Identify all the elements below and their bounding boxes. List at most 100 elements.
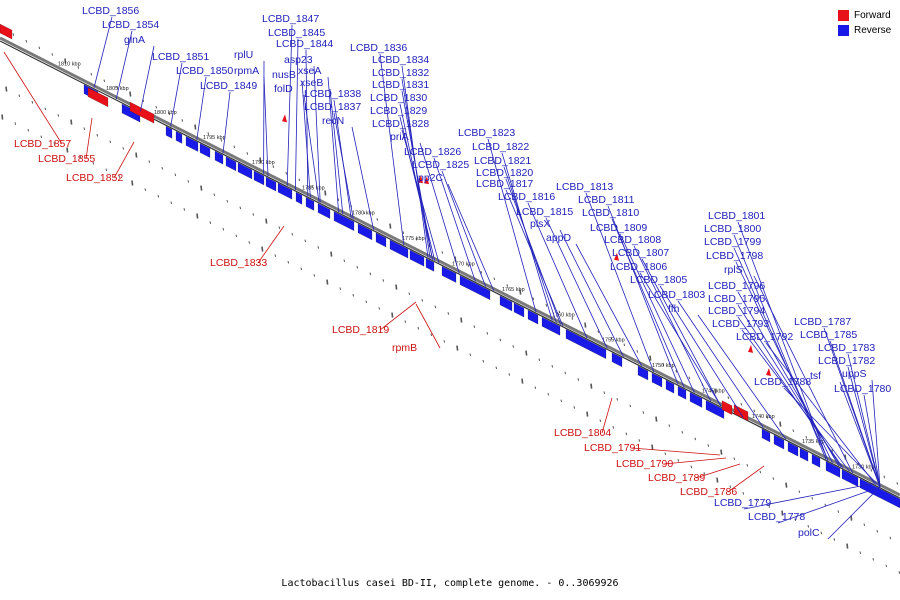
tick-mark-upper [831, 449, 834, 452]
strand-legend: Forward Reverse [838, 8, 891, 38]
tick-mark-lower [343, 259, 346, 262]
tick-mark-upper [298, 178, 301, 182]
reverse-leader [733, 247, 829, 461]
tick-mark-lower [889, 536, 892, 540]
tick-mark-upper [727, 396, 730, 399]
tick-mark-lower [681, 430, 684, 434]
reverse-leader [829, 340, 881, 487]
reverse-gene [541, 316, 561, 336]
reverse-gene-label: LCBD_1788 [754, 376, 811, 388]
tick-mark-upper [805, 435, 808, 439]
tick-mark-upper [506, 284, 509, 287]
reverse-gene-label: LCBD_1809 [590, 222, 647, 234]
tick-mark-upper [480, 270, 483, 274]
reverse-gene-label: LCBD_1817 [476, 178, 533, 190]
reverse-gene [689, 391, 703, 408]
reverse-gene-label: LCBD_1793 [712, 318, 769, 330]
tick-mark-upper [12, 33, 15, 36]
tick-mark-lower [239, 206, 242, 210]
reverse-leader [286, 24, 293, 186]
reverse-gene-label: LCBD_1832 [372, 67, 429, 79]
reverse-gene-label: LCBD_1828 [372, 118, 429, 130]
reverse-leader [401, 129, 440, 264]
legend-reverse-label: Reverse [854, 25, 892, 36]
tick-mark-lower2 [1, 114, 4, 120]
reverse-gene-label: LCBD_1808 [604, 234, 661, 246]
reverse-gene [317, 203, 331, 219]
tick-mark-lower [265, 218, 268, 224]
reverse-gene-label: rplU [234, 49, 253, 61]
tick-mark-lower2 [846, 543, 849, 549]
reverse-gene-label: LCBD_1794 [708, 305, 765, 317]
reverse-gene-label: LCBD_1849 [200, 80, 257, 92]
tick-mark-upper [740, 402, 743, 406]
reverse-gene-label: rpmA [234, 65, 259, 77]
reverse-gene [565, 328, 607, 360]
tick-mark-lower [278, 226, 281, 229]
tick-mark-lower2 [794, 518, 797, 522]
reverse-gene [165, 125, 173, 139]
forward-gene-small [614, 252, 619, 261]
reverse-gene-label: LCBD_1806 [610, 261, 667, 273]
tick-mark-lower [57, 114, 60, 117]
reverse-gene-label: LCBD_1799 [704, 236, 761, 248]
tick-mark-lower2 [235, 234, 238, 238]
tick-mark-upper [168, 112, 171, 116]
reverse-gene-label: polC [798, 527, 820, 539]
tick-mark-upper [285, 171, 288, 175]
reverse-leader [871, 379, 881, 487]
reverse-leader [140, 45, 155, 112]
forward-gene-label: LCBD_1857 [14, 138, 71, 150]
tick-mark-lower2 [456, 345, 459, 351]
forward-gene-small [282, 114, 287, 123]
tick-mark-lower2 [183, 208, 186, 211]
reverse-gene-label: glnA [124, 34, 145, 46]
tick-mark-lower2 [144, 188, 147, 191]
tick-mark-lower2 [768, 505, 771, 508]
tick-mark-upper [766, 416, 769, 419]
reverse-leader [697, 314, 786, 440]
tick-mark-lower [824, 503, 827, 507]
tick-mark-lower [96, 133, 99, 137]
reverse-leader [305, 49, 309, 197]
tick-mark-upper [311, 185, 314, 188]
reverse-gene [214, 150, 224, 165]
forward-gene-label: rpmB [392, 342, 417, 354]
tick-mark-lower [382, 279, 385, 282]
tick-mark-lower2 [105, 168, 108, 172]
tick-mark-lower2 [92, 161, 95, 165]
forward-gene-small [766, 367, 771, 376]
tick-mark-lower [18, 94, 21, 97]
tick-mark-upper [883, 475, 886, 479]
tick-mark-lower2 [79, 155, 82, 158]
tick-mark-lower2 [170, 201, 173, 205]
reverse-gene-label: LCBD_1800 [704, 223, 761, 235]
ruler-label: 1755 kbp [602, 338, 625, 344]
reverse-gene-label: LCBD_1815 [516, 206, 573, 218]
tick-mark-lower [772, 477, 775, 480]
tick-mark-lower [720, 449, 723, 455]
reverse-leader [196, 76, 207, 140]
tick-mark-upper [103, 79, 106, 83]
reverse-gene-label: LCBD_1803 [648, 289, 705, 301]
reverse-gene-label: LCBD_1838 [304, 88, 361, 100]
tick-mark-lower [460, 317, 463, 323]
tick-mark-upper [571, 317, 574, 320]
reverse-gene [265, 176, 277, 192]
reverse-leader [659, 285, 744, 418]
reverse-gene [859, 478, 900, 509]
tick-mark-lower [109, 140, 112, 144]
forward-leader [379, 301, 417, 331]
tick-mark-lower2 [196, 213, 199, 219]
reverse-leader [327, 76, 339, 212]
tick-mark-upper [51, 53, 54, 56]
reverse-leader [839, 381, 881, 487]
ruler-label: 1770 kbp [452, 262, 475, 268]
reverse-leader [765, 342, 876, 485]
reverse-leader [847, 353, 881, 487]
tick-mark-lower2 [534, 386, 537, 389]
tick-mark-lower [746, 463, 749, 467]
reverse-gene-label: LCBD_1847 [262, 13, 319, 25]
ruler-label: 1735 kbp [802, 439, 825, 445]
